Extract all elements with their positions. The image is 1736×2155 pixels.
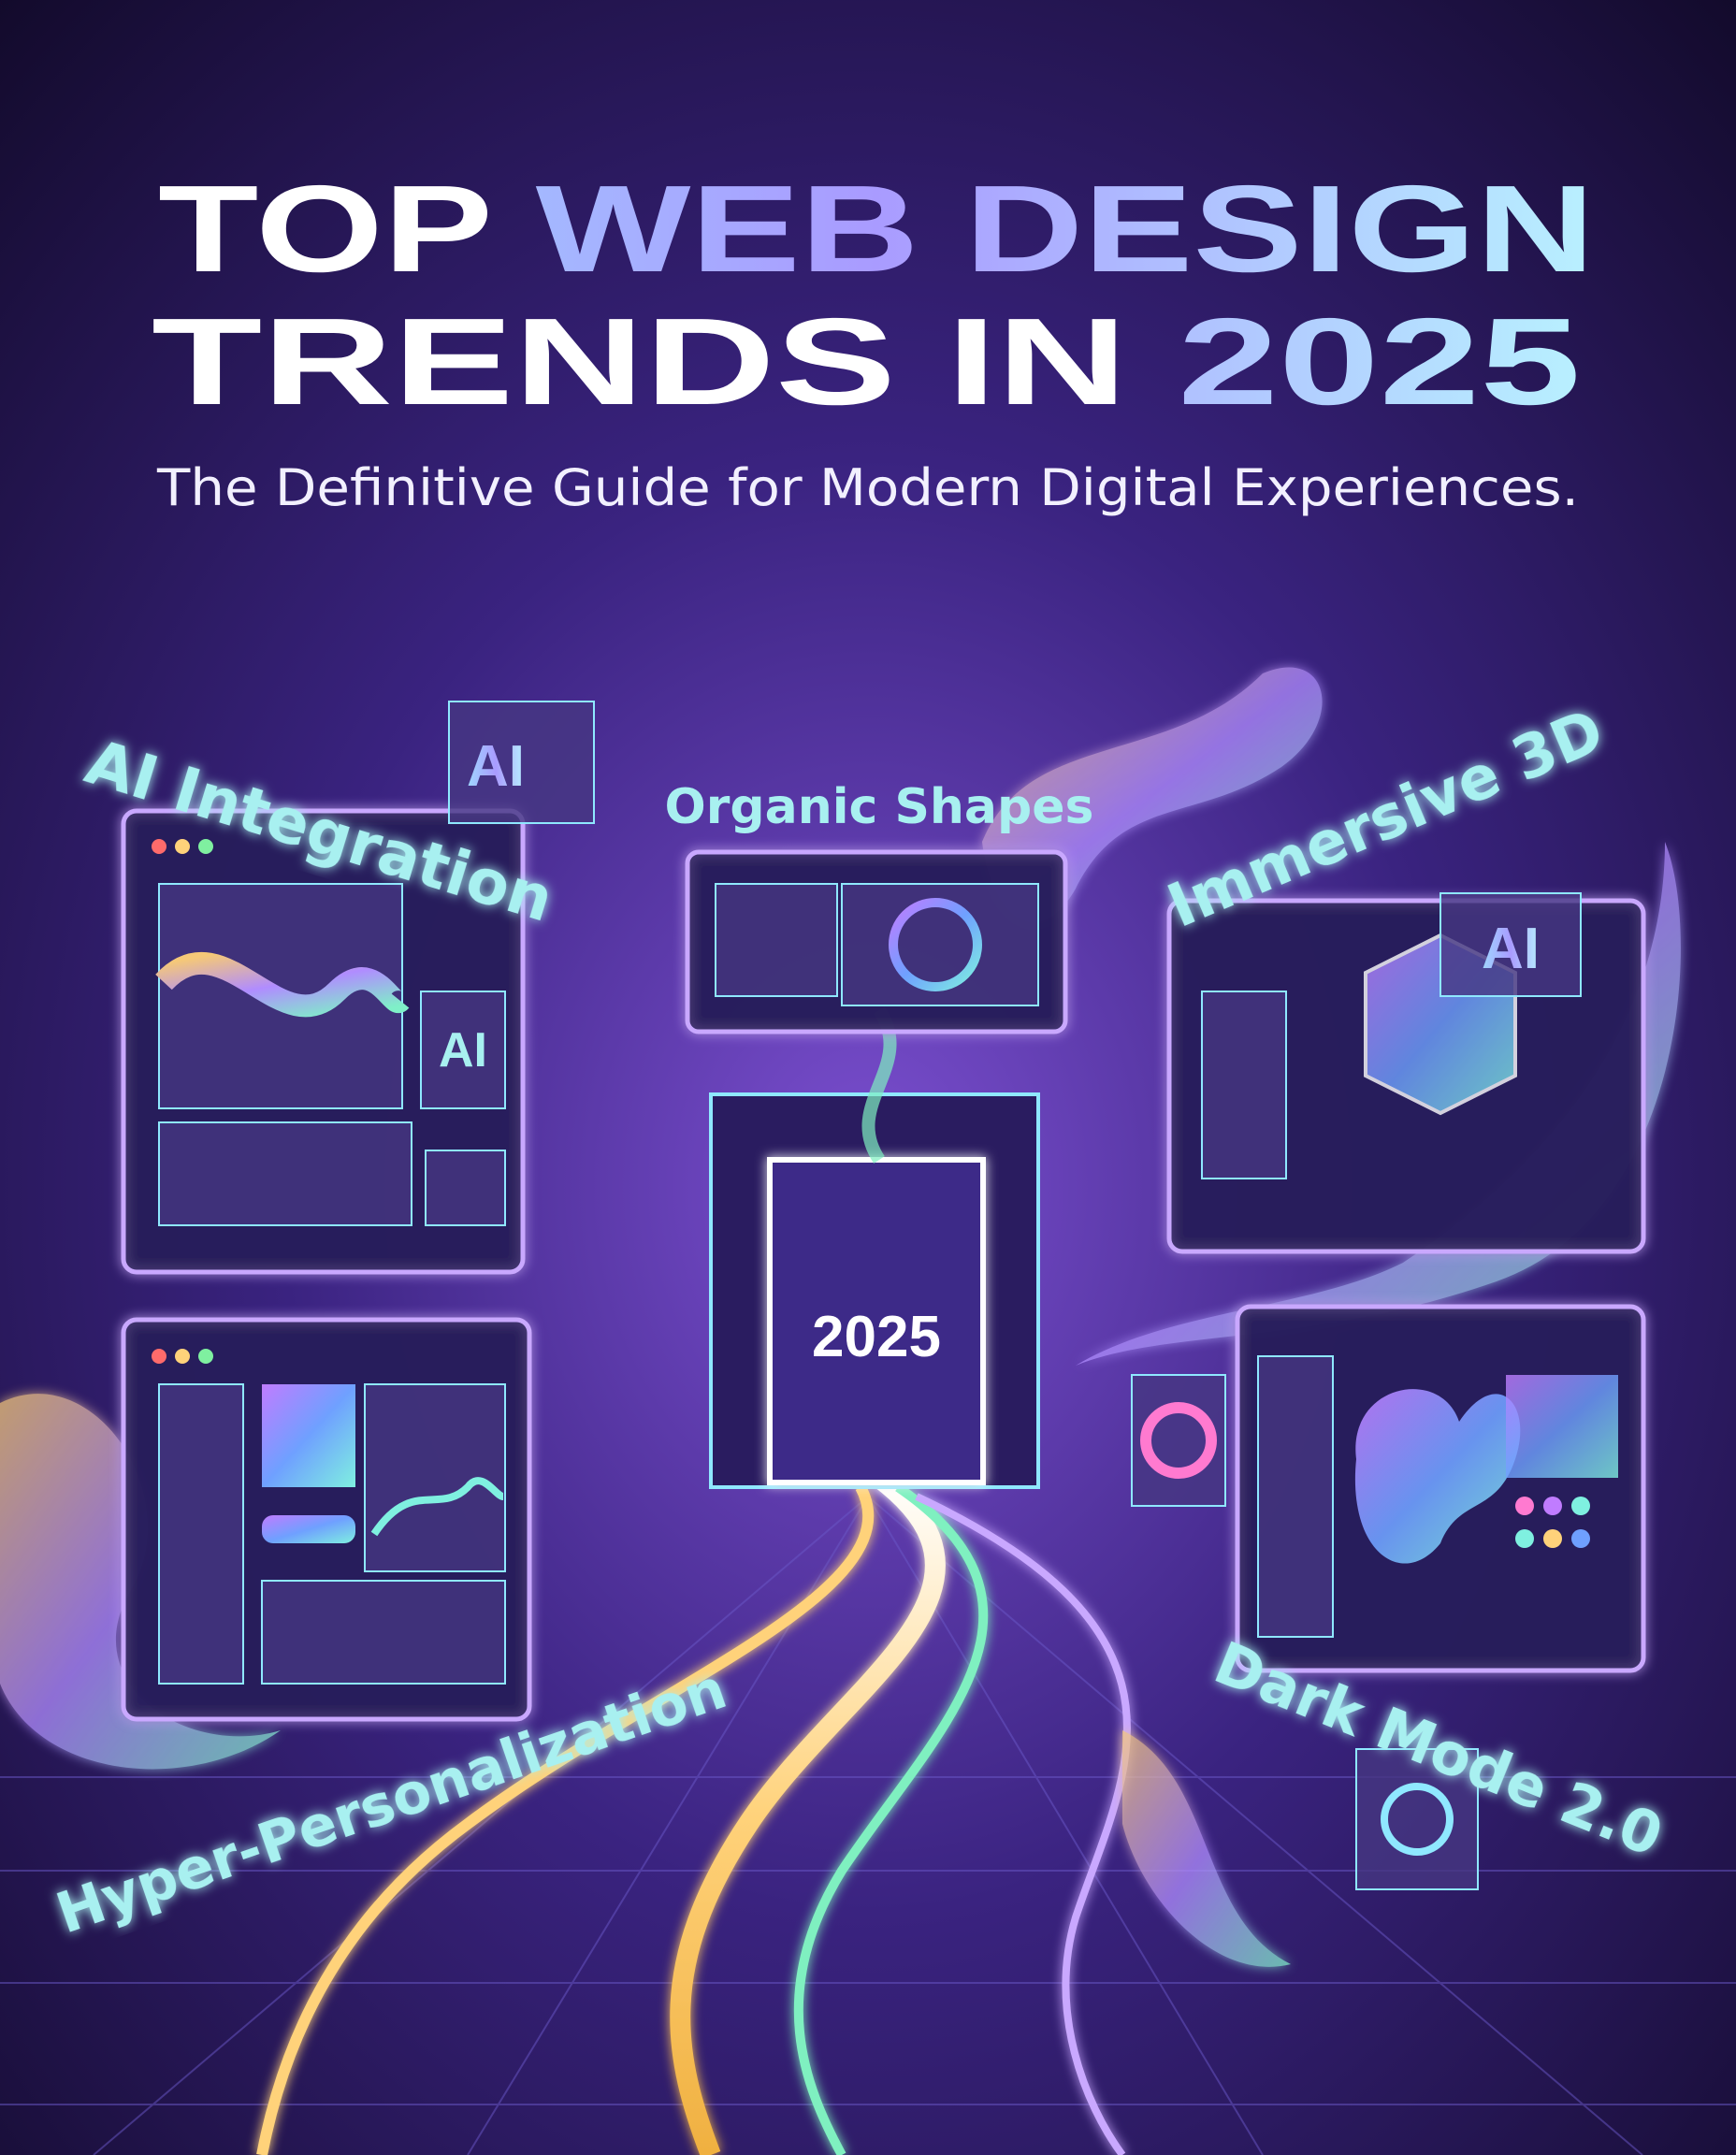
title-line-1: TOP WEB DESIGN (158, 160, 1595, 297)
title-line-2: TRENDS IN 2025 (152, 293, 1581, 430)
screen-dark-mode (1131, 1304, 1646, 1890)
badge: AI (467, 734, 525, 799)
screen-immersive-3d: AI (1166, 892, 1646, 1254)
portal: 2025 (709, 1006, 1040, 1489)
light-road (256, 1469, 1132, 2155)
screen-hyper-personalization (121, 1317, 532, 1722)
screen-ai-integration: AI (121, 701, 595, 1275)
grid-floor (0, 1496, 1736, 2155)
trend-label: Organic Shapes (665, 779, 1094, 835)
screen-organic-shapes (685, 849, 1068, 1034)
badge: AI (1482, 917, 1540, 981)
badge: AI (439, 1023, 487, 1078)
portal-year: 2025 (812, 1305, 941, 1369)
subtitle: The Definitive Guide for Modern Digital … (156, 458, 1579, 517)
